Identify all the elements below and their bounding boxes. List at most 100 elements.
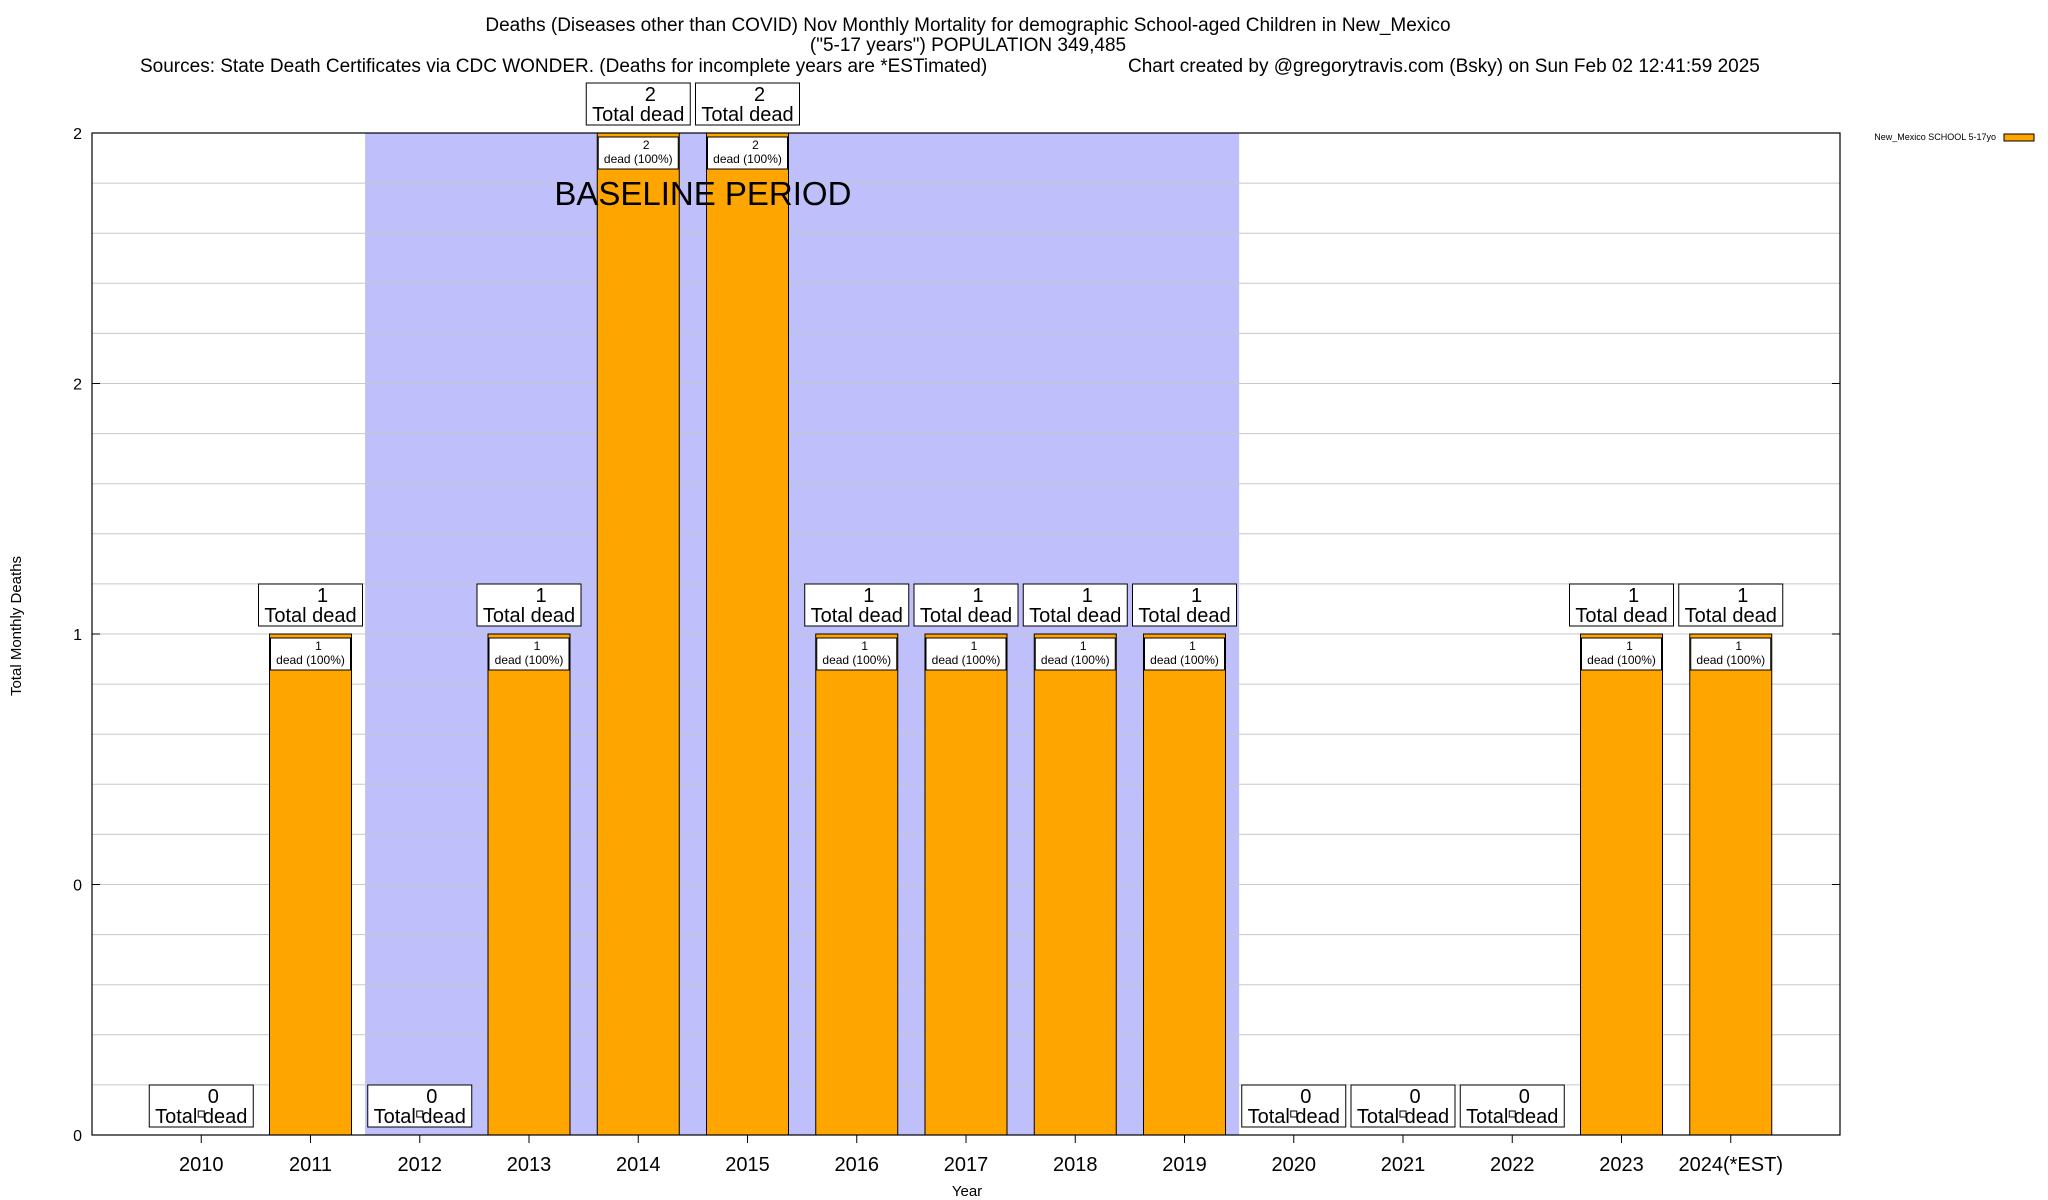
x-tick-label-2010: 2010	[179, 1154, 224, 1176]
zero-marker-2020	[1290, 1110, 1298, 1118]
total-label-text: Total dead	[920, 605, 1012, 627]
total-label-value: 1	[972, 585, 983, 607]
inner-label-box	[270, 637, 351, 671]
total-label-box	[1569, 583, 1674, 627]
total-label-text: Total dead	[1029, 605, 1121, 627]
inner-label-text: dead (100%)	[495, 653, 564, 667]
y-tick-label: 2	[73, 377, 82, 394]
total-label-text: Total dead	[483, 605, 575, 627]
inner-label-text: dead (100%)	[1587, 653, 1656, 667]
x-tick-label-2022: 2022	[1490, 1154, 1535, 1176]
inner-label-box	[1034, 637, 1116, 671]
bar-2013	[487, 633, 571, 1136]
total-label-box	[1678, 583, 1784, 627]
total-label-value: 2	[645, 84, 656, 106]
inner-label-value: 1	[1080, 639, 1087, 653]
x-axis-title: Year	[952, 1183, 982, 1200]
inner-label-box	[1581, 637, 1662, 671]
bar-2019	[1143, 633, 1226, 1136]
baseline-period-label: BASELINE PERIOD	[554, 175, 851, 212]
y-tick-label: 0	[73, 1128, 82, 1145]
x-tick-label-2013: 2013	[507, 1154, 552, 1176]
x-tick-label-2012: 2012	[398, 1154, 443, 1176]
inner-label-text: dead (100%)	[1696, 653, 1765, 667]
y-tick-label: 2	[73, 126, 82, 143]
total-label-value: 1	[317, 585, 328, 607]
total-label-value: 1	[1082, 585, 1093, 607]
total-label-text: Total dead	[1575, 605, 1667, 627]
total-label-box	[1350, 1084, 1456, 1128]
chart-credit-text: Chart created by @gregorytravis.com (Bsk…	[1128, 56, 1760, 77]
x-tick-label-2015: 2015	[725, 1154, 770, 1176]
bar-2023	[1580, 633, 1663, 1136]
total-label-value: 1	[1737, 585, 1748, 607]
total-label-box	[1022, 583, 1128, 627]
inner-label-value: 2	[643, 138, 650, 152]
zero-marker-2022	[1508, 1110, 1516, 1118]
inner-label-text: dead (100%)	[932, 653, 1001, 667]
inner-label-value: 1	[1735, 639, 1742, 653]
total-label-value: 0	[208, 1086, 219, 1108]
inner-label-box	[925, 637, 1007, 671]
total-label-value: 2	[754, 84, 765, 106]
inner-label-value: 2	[752, 138, 759, 152]
total-label-value: 0	[1409, 1086, 1420, 1108]
bar-2024(*EST)	[1689, 633, 1773, 1136]
y-tick-label: 1	[73, 627, 82, 644]
total-label-text: Total dead	[811, 605, 903, 627]
total-label-box	[695, 82, 800, 126]
inner-label-box	[597, 136, 679, 170]
inner-label-box	[1144, 637, 1225, 671]
total-label-text: Total dead	[701, 104, 793, 126]
y-axis-title: Total Monthly Deaths	[8, 556, 25, 696]
zero-marker-2012	[416, 1110, 424, 1118]
total-label-value: 0	[1519, 1086, 1530, 1108]
inner-label-text: dead (100%)	[1041, 653, 1110, 667]
total-label-value: 0	[1300, 1086, 1311, 1108]
total-label-box	[258, 583, 363, 627]
inner-label-box	[816, 637, 898, 671]
total-label-value: 1	[535, 585, 546, 607]
bar-2011	[269, 633, 352, 1136]
inner-label-text: dead (100%)	[276, 653, 345, 667]
total-label-text: Total dead	[1685, 605, 1777, 627]
total-label-text: Total dead	[264, 605, 356, 627]
inner-label-value: 1	[534, 639, 541, 653]
bar-2017	[924, 633, 1008, 1136]
total-label-box	[1459, 1084, 1565, 1128]
total-label-box	[367, 1084, 473, 1128]
x-tick-label-2014: 2014	[616, 1154, 661, 1176]
x-tick-label-2011: 2011	[289, 1154, 332, 1176]
legend-label: New_Mexico SCHOOL 5-17yo	[1874, 132, 1996, 142]
total-label-value: 0	[426, 1086, 437, 1108]
x-tick-label-2018: 2018	[1053, 1154, 1098, 1176]
zero-marker-2010	[197, 1110, 205, 1118]
inner-label-text: dead (100%)	[604, 152, 673, 166]
chart-title-line-1: Deaths (Diseases other than COVID) Nov M…	[485, 15, 1450, 36]
bar-2018	[1033, 633, 1117, 1136]
inner-label-value: 1	[971, 639, 978, 653]
inner-label-box	[488, 637, 570, 671]
inner-label-value: 1	[315, 639, 322, 653]
legend-swatch	[2003, 133, 2035, 142]
